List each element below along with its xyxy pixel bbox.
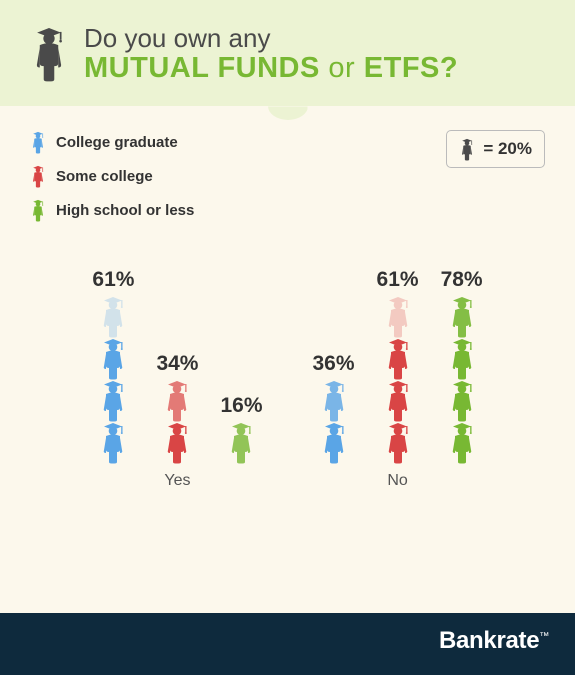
legend-label: High school or less [56, 202, 194, 219]
graduate-icon [383, 420, 413, 464]
graduate-icon [447, 294, 477, 338]
legend-item: College graduate [30, 130, 194, 154]
title-connector: or [328, 52, 355, 84]
group-label: No [387, 472, 407, 490]
graduate-icon [28, 24, 70, 82]
graduate-icon [319, 420, 349, 464]
graduate-icon [30, 164, 46, 188]
graduate-icon [383, 378, 413, 422]
graduate-icon [98, 336, 128, 380]
graduate-icon [30, 130, 46, 154]
graduate-icon [383, 336, 413, 380]
graduate-icon [98, 378, 128, 422]
chart-group: 36% 61% 78% No [313, 268, 483, 490]
footer: Bankrate™ [0, 613, 575, 675]
chart-bar: 34% [156, 352, 198, 464]
graduate-icon [162, 378, 192, 422]
bar-value: 61% [92, 268, 134, 292]
graduate-icon [162, 420, 192, 464]
graduate-icon [447, 378, 477, 422]
graduate-icon [319, 378, 349, 422]
graduate-icon [98, 420, 128, 464]
graduate-icon [30, 198, 46, 222]
legend-item: Some college [30, 164, 194, 188]
brand-name: Bankrate [439, 627, 539, 654]
graduate-icon [447, 336, 477, 380]
graduate-icon [447, 420, 477, 464]
graduate-icon [98, 294, 128, 338]
page-title: Do you own any MUTUAL FUNDS or ETFS? [84, 24, 458, 84]
bar-value: 34% [156, 352, 198, 376]
bar-value: 36% [313, 352, 355, 376]
chart-group: 61% 34% 16% Yes [92, 268, 262, 490]
chart-bar: 78% [441, 268, 483, 464]
title-line1: Do you own any [84, 24, 458, 53]
title-strong1: MUTUAL FUNDS [84, 52, 320, 84]
chart-bar: 36% [313, 352, 355, 464]
legend-label: College graduate [56, 134, 178, 151]
graduate-icon [226, 420, 256, 464]
legend: College graduate Some college High school … [30, 130, 194, 232]
chart-bar: 61% [92, 268, 134, 464]
graduate-icon [383, 294, 413, 338]
chart: 61% 34% 16% Yes 36% 61% 78% No [30, 268, 545, 490]
content: College graduate Some college High school … [0, 106, 575, 500]
bar-value: 78% [441, 268, 483, 292]
chart-bar: 61% [377, 268, 419, 464]
header: Do you own any MUTUAL FUNDS or ETFS? [0, 0, 575, 106]
bar-value: 61% [377, 268, 419, 292]
legend-label: Some college [56, 168, 153, 185]
graduate-icon [459, 137, 475, 161]
brand-tm: ™ [539, 631, 549, 642]
group-label: Yes [164, 472, 190, 490]
scale-box: = 20% [446, 130, 545, 168]
legend-item: High school or less [30, 198, 194, 222]
chart-bar: 16% [220, 394, 262, 464]
scale-label: = 20% [483, 139, 532, 159]
title-strong2: ETFS? [364, 52, 458, 84]
bar-value: 16% [220, 394, 262, 418]
